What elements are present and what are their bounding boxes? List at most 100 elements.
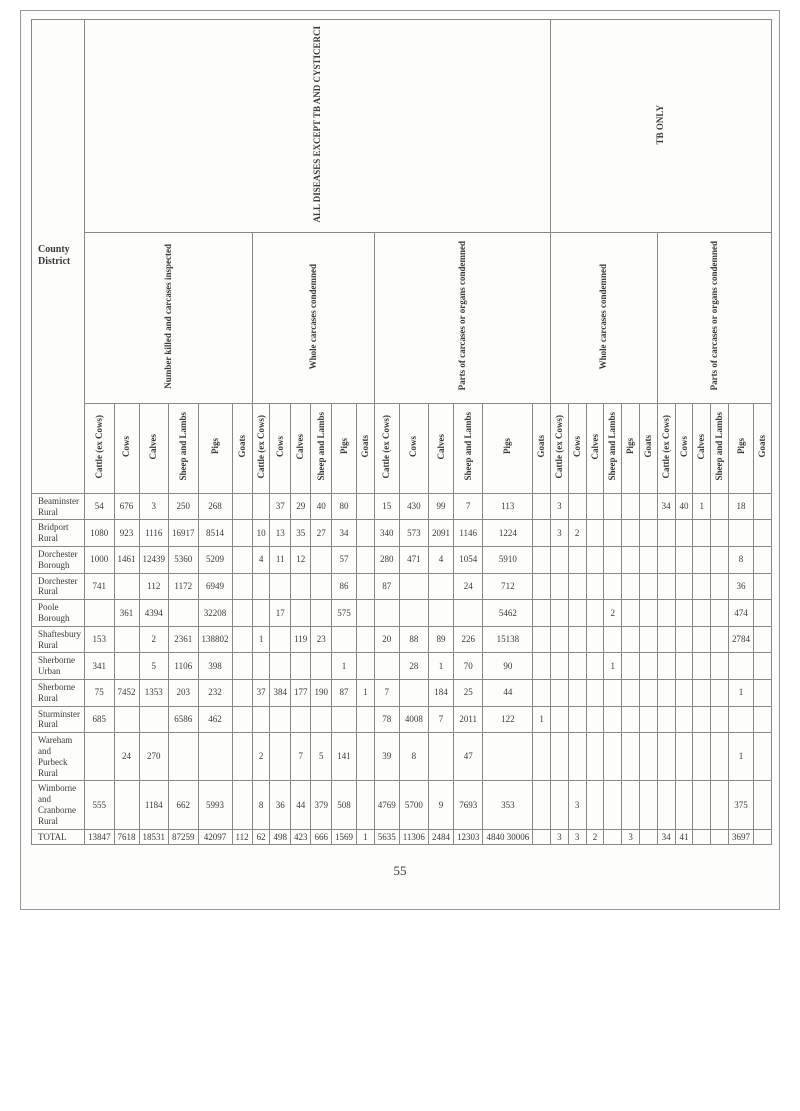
data-cell: 90 xyxy=(483,653,533,680)
data-cell: 7 xyxy=(428,706,453,733)
data-cell: 2091 xyxy=(428,520,453,547)
data-cell: 87259 xyxy=(169,829,199,845)
col-cows: Cows xyxy=(270,403,291,493)
data-cell xyxy=(604,547,622,574)
data-cell: 99 xyxy=(428,493,453,520)
group-killed-inspected: Number killed and carcases inspected xyxy=(85,233,253,403)
data-cell: 1461 xyxy=(114,547,139,574)
data-cell: 4 xyxy=(428,547,453,574)
district-cell: Sherborne Rural xyxy=(32,680,85,707)
data-cell: 1054 xyxy=(453,547,483,574)
data-cell: 6949 xyxy=(198,573,232,600)
data-cell: 379 xyxy=(311,781,332,829)
data-cell xyxy=(711,600,729,627)
data-cell xyxy=(586,706,604,733)
data-cell: 685 xyxy=(85,706,115,733)
data-cell: 1224 xyxy=(483,520,533,547)
col-county-district: County District xyxy=(32,20,85,494)
data-cell: 25 xyxy=(453,680,483,707)
data-cell: 184 xyxy=(428,680,453,707)
col-pigs: Pigs xyxy=(483,403,533,493)
data-cell xyxy=(604,781,622,829)
data-cell xyxy=(533,573,551,600)
data-cell xyxy=(428,600,453,627)
data-cell xyxy=(693,520,711,547)
data-cell xyxy=(311,706,332,733)
data-cell xyxy=(622,781,640,829)
data-cell xyxy=(483,733,533,781)
table-row: Dorchester Rural741112117269498687247123… xyxy=(32,573,772,600)
data-cell xyxy=(639,600,657,627)
data-cell xyxy=(533,547,551,574)
data-cell: 398 xyxy=(198,653,232,680)
data-cell xyxy=(675,706,693,733)
data-cell xyxy=(639,706,657,733)
data-cell xyxy=(604,829,622,845)
data-cell xyxy=(639,493,657,520)
data-cell xyxy=(252,653,270,680)
data-cell xyxy=(711,653,729,680)
data-cell: 5 xyxy=(139,653,169,680)
data-cell: 16917 xyxy=(169,520,199,547)
data-cell: 3 xyxy=(550,520,568,547)
data-cell xyxy=(675,626,693,653)
data-cell xyxy=(586,520,604,547)
data-cell xyxy=(399,573,428,600)
data-cell xyxy=(290,653,311,680)
data-cell xyxy=(428,573,453,600)
data-cell xyxy=(290,600,311,627)
data-cell xyxy=(693,600,711,627)
data-cell xyxy=(657,547,675,574)
data-cell xyxy=(657,520,675,547)
data-cell: 5910 xyxy=(483,547,533,574)
section-all-diseases: ALL DISEASES EXCEPT TB AND CYSTICERCI xyxy=(85,20,551,233)
data-cell xyxy=(453,600,483,627)
data-cell: 12 xyxy=(290,547,311,574)
data-cell: 5993 xyxy=(198,781,232,829)
data-cell xyxy=(586,547,604,574)
data-cell xyxy=(753,653,771,680)
data-cell: 18531 xyxy=(139,829,169,845)
data-cell xyxy=(533,680,551,707)
col-calves: Calves xyxy=(428,403,453,493)
data-cell xyxy=(356,547,374,574)
data-cell xyxy=(374,653,399,680)
data-cell xyxy=(675,733,693,781)
data-cell: 88 xyxy=(399,626,428,653)
data-cell xyxy=(290,573,311,600)
data-cell: 666 xyxy=(311,829,332,845)
district-cell: Poole Borough xyxy=(32,600,85,627)
data-cell: 353 xyxy=(483,781,533,829)
data-cell: 340 xyxy=(374,520,399,547)
data-cell xyxy=(550,706,568,733)
data-cell: 3 xyxy=(139,493,169,520)
group-parts-condemned-a: Parts of carcases or organs condemned xyxy=(374,233,550,403)
district-cell: Sturminster Rural xyxy=(32,706,85,733)
data-cell: 8514 xyxy=(198,520,232,547)
district-cell: Wareham and Purbeck Rural xyxy=(32,733,85,781)
data-cell: 1000 xyxy=(85,547,115,574)
data-cell: 1080 xyxy=(85,520,115,547)
data-cell: 7452 xyxy=(114,680,139,707)
col-cows: Cows xyxy=(675,403,693,493)
data-cell xyxy=(753,781,771,829)
data-cell xyxy=(270,573,291,600)
data-cell xyxy=(604,573,622,600)
col-goats: Goats xyxy=(639,403,657,493)
data-cell xyxy=(622,626,640,653)
data-cell xyxy=(639,829,657,845)
data-cell: 226 xyxy=(453,626,483,653)
data-cell: 37 xyxy=(252,680,270,707)
data-cell: 1353 xyxy=(139,680,169,707)
data-cell xyxy=(753,600,771,627)
data-cell xyxy=(114,706,139,733)
data-cell: 34 xyxy=(331,520,356,547)
data-cell: 24 xyxy=(114,733,139,781)
district-cell: Wimborne and Cranborne Rural xyxy=(32,781,85,829)
data-cell: 423 xyxy=(290,829,311,845)
data-cell: 37 xyxy=(270,493,291,520)
data-cell: 1106 xyxy=(169,653,199,680)
data-cell: 3 xyxy=(568,829,586,845)
data-cell xyxy=(753,733,771,781)
data-cell xyxy=(533,653,551,680)
